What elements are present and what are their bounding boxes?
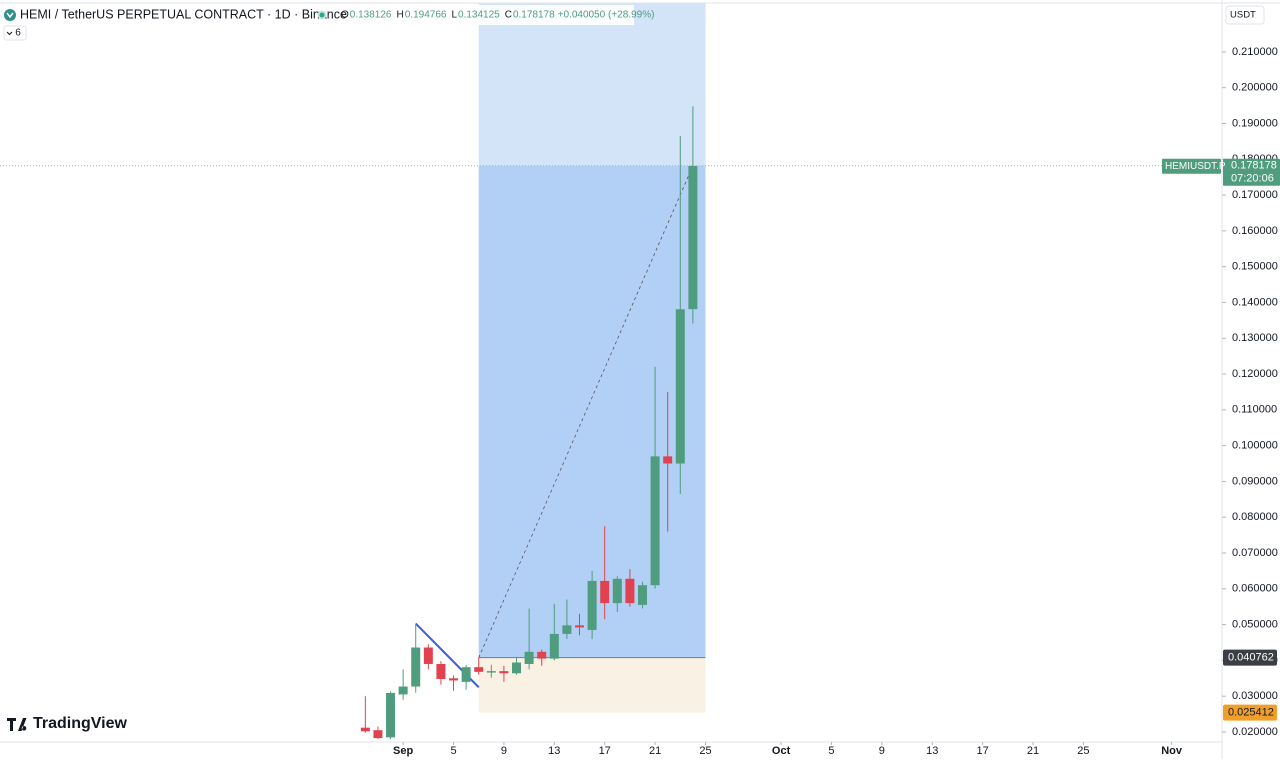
symbol-icon bbox=[4, 9, 16, 21]
symbol-icon-mark bbox=[6, 12, 14, 19]
plot-area bbox=[0, 2, 1222, 740]
x-tick-label: 21 bbox=[1027, 745, 1039, 757]
candle-body bbox=[600, 580, 610, 604]
y-tick-label: 0.070000 bbox=[1232, 547, 1278, 559]
candle-body bbox=[524, 651, 534, 664]
ohlc-key: O bbox=[341, 10, 349, 21]
ohlc-key: H bbox=[397, 10, 404, 21]
candle-body bbox=[663, 456, 673, 464]
entry-tag-label: 0.040762 bbox=[1228, 652, 1274, 664]
ohlc-value: 0.138126 bbox=[350, 10, 392, 21]
candle-body bbox=[512, 662, 522, 674]
y-tick-label: 0.060000 bbox=[1232, 583, 1278, 595]
x-tick-label: 17 bbox=[977, 745, 989, 757]
y-tick-label: 0.160000 bbox=[1232, 225, 1278, 237]
y-tick-label: 0.200000 bbox=[1232, 82, 1278, 94]
symbol-tag-label: HEMIUSDT.P bbox=[1165, 161, 1226, 172]
candle-body bbox=[398, 686, 408, 695]
candle-body bbox=[360, 727, 370, 732]
x-tick-label: 5 bbox=[450, 745, 456, 757]
indicator-count[interactable]: 6 bbox=[15, 28, 21, 39]
currency-label[interactable]: USDT bbox=[1230, 10, 1256, 21]
candle-body bbox=[486, 671, 496, 673]
candle-body bbox=[499, 671, 509, 674]
watermark: TradingView bbox=[33, 715, 128, 732]
candle-body bbox=[650, 456, 660, 586]
ohlc-values: O 0.138126 H 0.194766 L 0.134125 C 0.178178 +0.0… bbox=[341, 10, 654, 21]
ohlc-change: +0.040050 (+28.99%) bbox=[558, 10, 655, 21]
candle-body bbox=[688, 165, 698, 310]
candle-body bbox=[587, 580, 597, 630]
y-tick-label: 0.090000 bbox=[1232, 475, 1278, 487]
chevron bbox=[6, 31, 13, 36]
symbol-tag bbox=[1162, 158, 1221, 174]
x-tick-label: 17 bbox=[599, 745, 611, 757]
x-tick-label: 13 bbox=[548, 745, 560, 757]
last-price-value: 0.178178 bbox=[1231, 160, 1277, 172]
y-tick-label: 0.100000 bbox=[1232, 440, 1278, 452]
candle-body bbox=[549, 633, 559, 659]
stop-tag bbox=[1223, 704, 1277, 721]
x-tick-label: Sep bbox=[393, 745, 413, 757]
entry-tag bbox=[1223, 649, 1277, 666]
x-tick-label: 9 bbox=[501, 745, 507, 757]
header: HEMI / TetherUS PERPETUAL CONTRACT · 1D … bbox=[2, 5, 654, 41]
last-price-tag bbox=[1223, 158, 1280, 186]
indicator-toggle[interactable] bbox=[3, 25, 27, 41]
y-tick-label: 0.130000 bbox=[1232, 332, 1278, 344]
last-price-countdown: 07:20:06 bbox=[1231, 173, 1274, 185]
y-tick-label: 0.190000 bbox=[1232, 117, 1278, 129]
y-tick-label: 0.150000 bbox=[1232, 261, 1278, 273]
x-tick-label: Oct bbox=[772, 745, 791, 757]
candle-body bbox=[474, 667, 484, 672]
ohlc-value: 0.194766 bbox=[405, 10, 447, 21]
ohlc-key: C bbox=[505, 10, 512, 21]
candle-body bbox=[449, 678, 459, 681]
x-tick-label: 5 bbox=[828, 745, 834, 757]
candle-body bbox=[461, 667, 471, 682]
y-tick-label: 0.110000 bbox=[1232, 404, 1277, 416]
candle-body bbox=[625, 578, 635, 604]
x-tick-label: 13 bbox=[926, 745, 938, 757]
y-tick-label: 0.020000 bbox=[1232, 726, 1278, 738]
logo: TradingView bbox=[7, 715, 128, 732]
ohlc-value: 0.178178 bbox=[513, 10, 555, 21]
x-tick-label: 25 bbox=[1077, 745, 1089, 757]
y-tick-label: 0.030000 bbox=[1232, 690, 1278, 702]
x-tick-label: Nov bbox=[1161, 745, 1183, 757]
x-tick-label: 25 bbox=[699, 745, 711, 757]
y-tick-label: 0.210000 bbox=[1232, 46, 1278, 58]
candle-body bbox=[612, 578, 622, 604]
candle-body bbox=[537, 651, 547, 659]
status-dot bbox=[319, 12, 325, 18]
candle-body bbox=[575, 625, 585, 628]
ohlc-key: L bbox=[451, 10, 457, 21]
candle-body bbox=[411, 647, 421, 687]
stop-tag-label: 0.025412 bbox=[1228, 707, 1274, 719]
symbol-title[interactable]: HEMI / TetherUS PERPETUAL CONTRACT · 1D … bbox=[20, 7, 347, 21]
candle-body bbox=[373, 730, 383, 739]
y-tick-label: 0.120000 bbox=[1232, 368, 1278, 380]
y-tick-label: 0.170000 bbox=[1232, 189, 1278, 201]
x-tick-label: 9 bbox=[879, 745, 885, 757]
candle-body bbox=[436, 663, 446, 680]
y-tick-label: 0.080000 bbox=[1232, 511, 1278, 523]
y-tick-label: 0.140000 bbox=[1232, 296, 1278, 308]
candle-body bbox=[675, 309, 685, 464]
candle-body bbox=[562, 625, 572, 634]
candle-body bbox=[386, 692, 396, 738]
x-tick-label: 21 bbox=[649, 745, 661, 757]
y-tick-label: 0.050000 bbox=[1232, 619, 1278, 631]
logo-icon bbox=[7, 718, 27, 731]
candle-body bbox=[423, 647, 433, 664]
candle-body bbox=[637, 585, 647, 605]
currency-button[interactable] bbox=[1225, 5, 1265, 25]
ohlc-value: 0.134125 bbox=[458, 10, 500, 21]
